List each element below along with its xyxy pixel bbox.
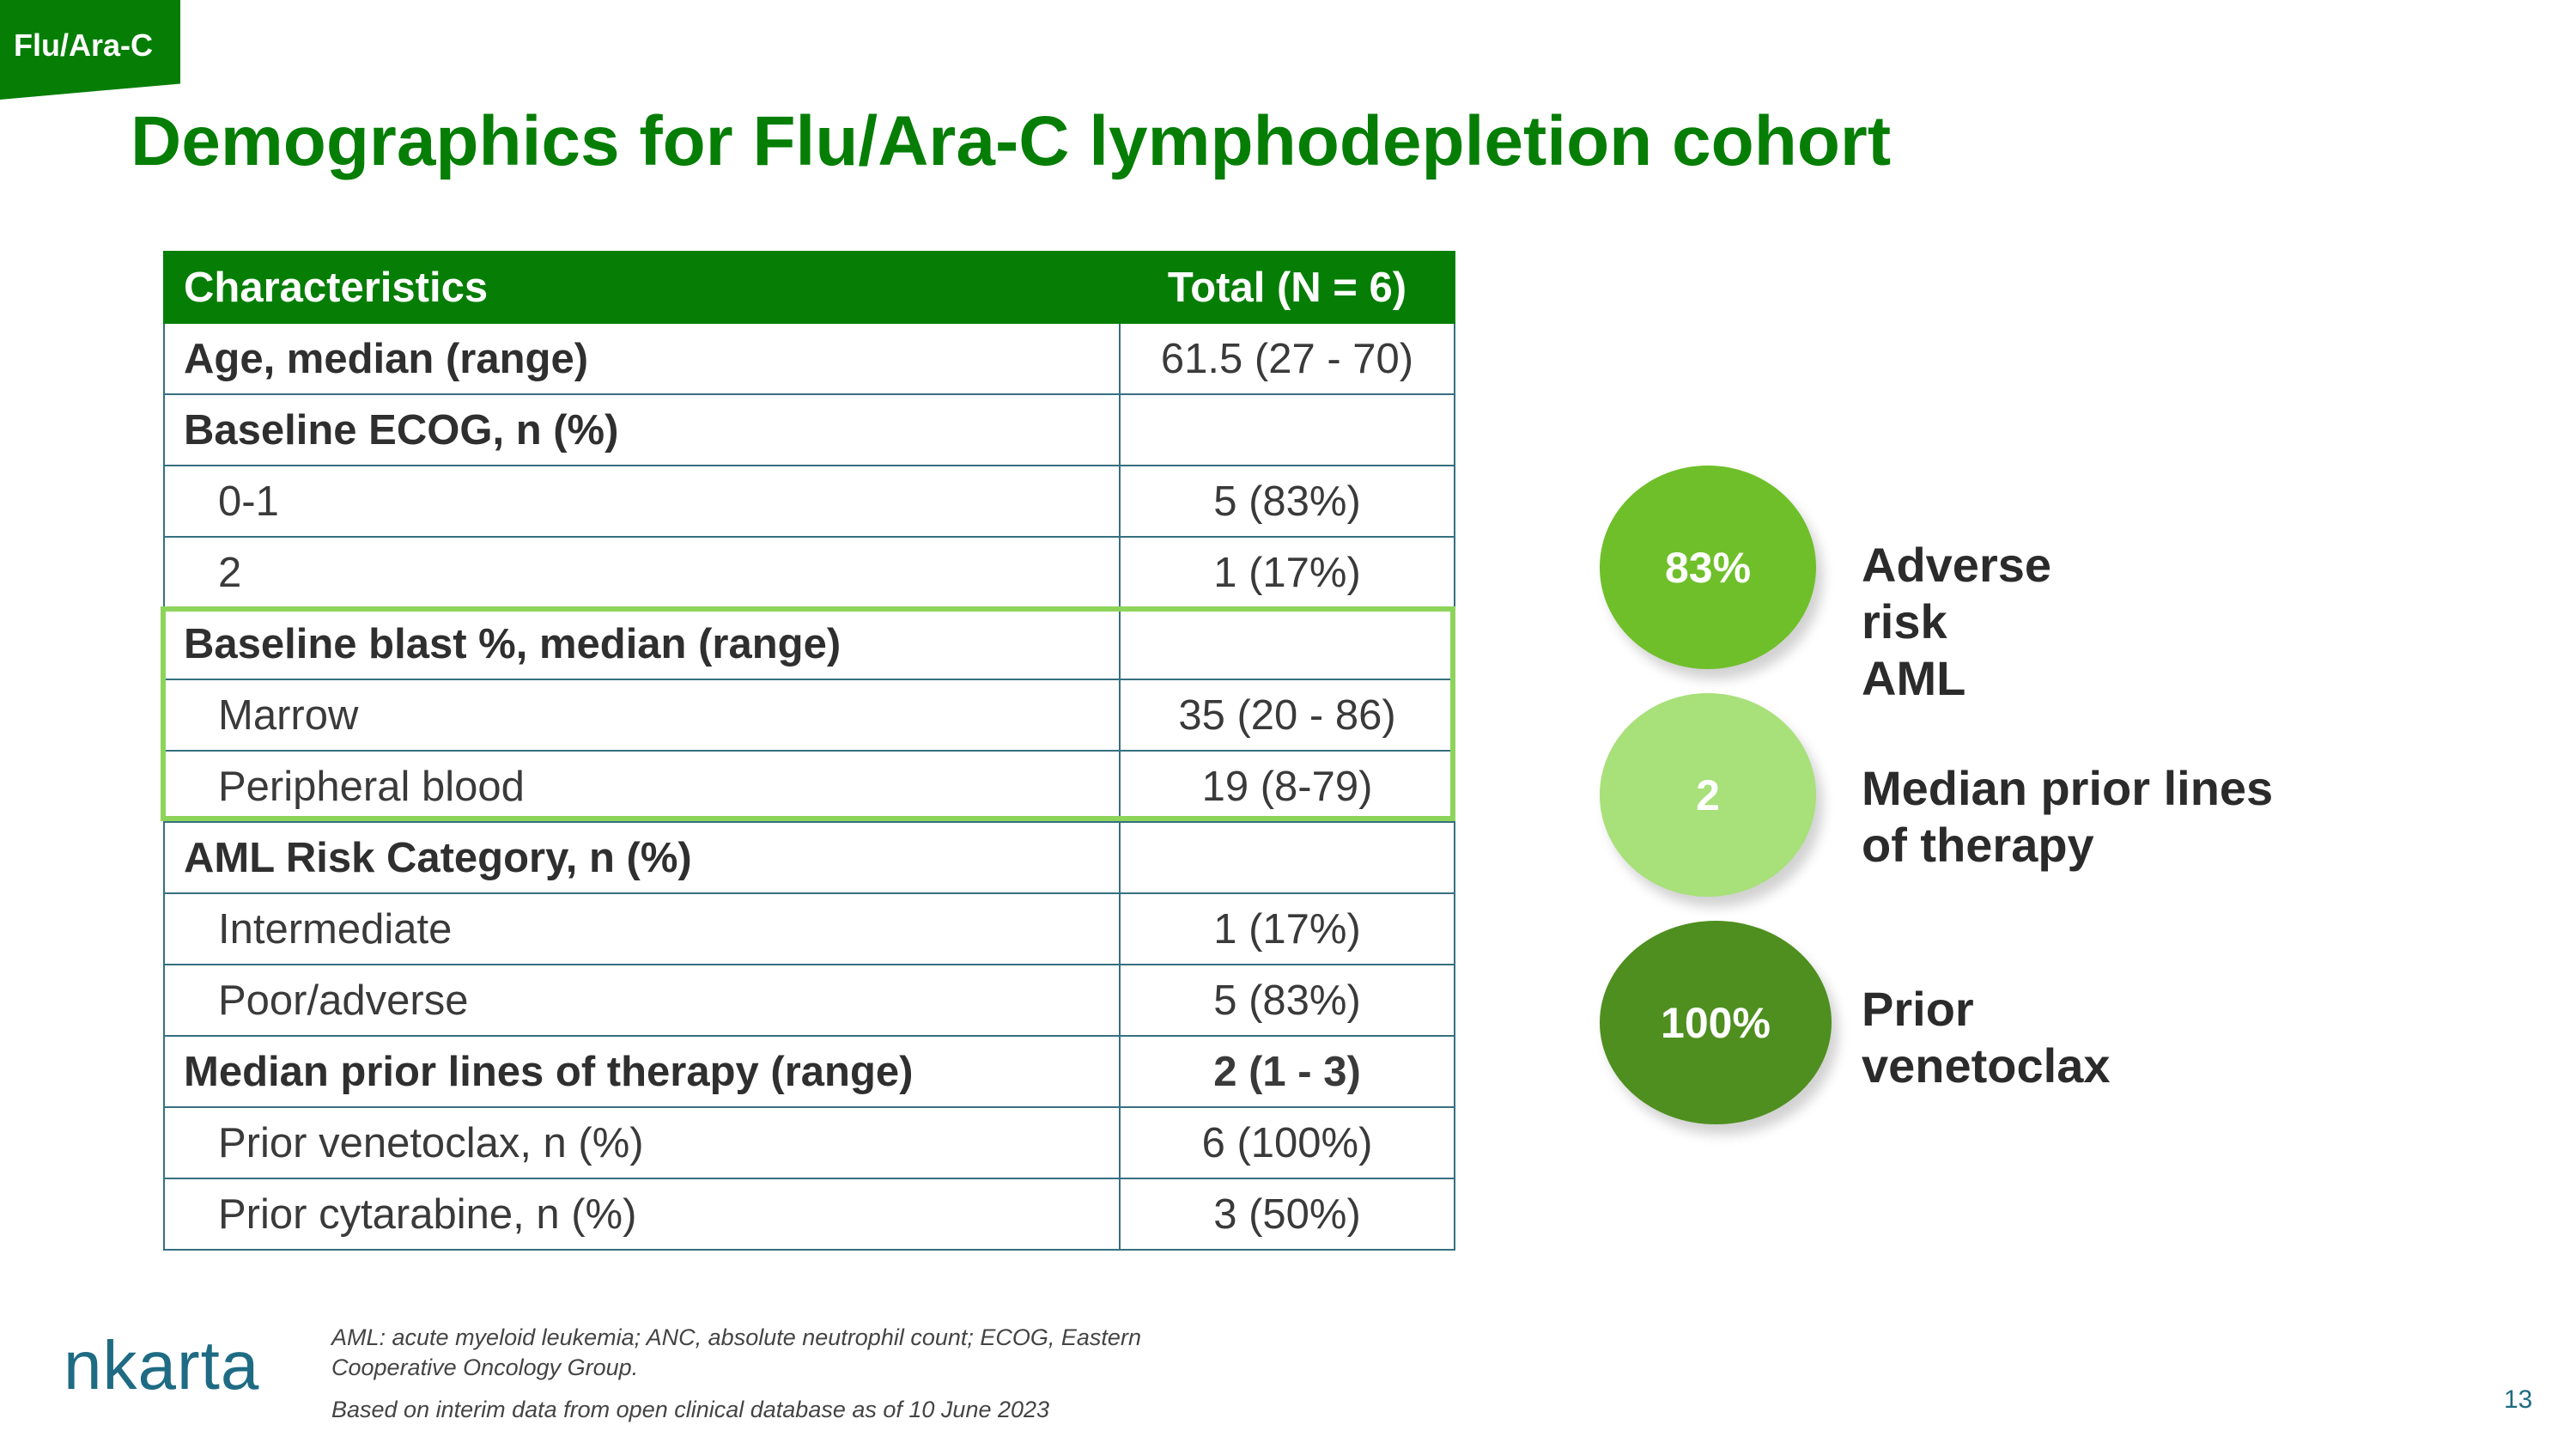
stat-circle: 83% [1600,466,1816,669]
stat-circle: 100% [1600,921,1832,1124]
row-value [1119,821,1455,894]
row-label: Intermediate [163,892,1121,965]
row-label: Median prior lines of therapy (range) [163,1035,1121,1108]
slide-title: Demographics for Flu/Ara-C lymphodepleti… [131,102,1892,180]
table-row: Intermediate 1 (17%) [163,892,1455,965]
row-label: AML Risk Category, n (%) [163,821,1121,894]
row-value: 2 (1 - 3) [1119,1035,1455,1108]
row-label: Marrow [163,679,1121,752]
page-number: 13 [2504,1385,2533,1414]
row-value [1119,393,1455,466]
stat-circle: 2 [1600,693,1816,897]
row-label: 0-1 [163,465,1121,538]
row-value: 3 (50%) [1119,1178,1455,1251]
row-value: 6 (100%) [1119,1106,1455,1179]
stat-label: Adverse risk AML [1862,538,2052,705]
table-row: AML Risk Category, n (%) [163,821,1455,894]
row-label: Prior venetoclax, n (%) [163,1106,1121,1179]
nkarta-logo: nkarta [64,1327,260,1403]
footnote-abbreviations-2: Cooperative Oncology Group. [331,1355,639,1380]
table-row: Poor/adverse 5 (83%) [163,964,1455,1037]
footnote-source: Based on interim data from open clinical… [331,1397,1050,1422]
header-total: Total (N = 6) [1119,251,1455,324]
demographics-table: Characteristics Total (N = 6) Age, media… [163,251,1455,1251]
row-label: Age, median (range) [163,322,1121,395]
footnote-abbreviations-1: AML: acute myeloid leukemia; ANC, absolu… [331,1324,1141,1350]
table-row: Prior venetoclax, n (%) 6 (100%) [163,1106,1455,1179]
table-row: 0-1 5 (83%) [163,465,1455,538]
table-row: Prior cytarabine, n (%) 3 (50%) [163,1178,1455,1251]
row-value: 5 (83%) [1119,964,1455,1037]
table-row: Peripheral blood 19 (8-79) [163,750,1455,823]
row-label: Baseline blast %, median (range) [163,607,1121,680]
stat-label: Median prior lines of therapy [1862,761,2274,872]
row-value: 5 (83%) [1119,465,1455,538]
row-value: 1 (17%) [1119,536,1455,609]
row-label: 2 [163,536,1121,609]
row-value: 1 (17%) [1119,892,1455,965]
table-row: Baseline blast %, median (range) [163,607,1455,680]
row-label: Peripheral blood [163,750,1121,823]
table-row: Median prior lines of therapy (range) 2 (… [163,1035,1455,1108]
stat-label: Prior venetoclax [1862,982,2111,1093]
section-tag: Flu/Ara-C [0,0,180,100]
header-characteristics: Characteristics [163,251,1121,324]
table-row: Baseline ECOG, n (%) [163,393,1455,466]
row-label: Prior cytarabine, n (%) [163,1178,1121,1251]
row-value: 19 (8-79) [1119,750,1455,823]
table-row: Marrow 35 (20 - 86) [163,679,1455,752]
row-label: Baseline ECOG, n (%) [163,393,1121,466]
row-value: 35 (20 - 86) [1119,679,1455,752]
row-value: 61.5 (27 - 70) [1119,322,1455,395]
table-row: Age, median (range) 61.5 (27 - 70) [163,322,1455,395]
row-value [1119,607,1455,680]
table-header-row: Characteristics Total (N = 6) [163,251,1455,324]
row-label: Poor/adverse [163,964,1121,1037]
